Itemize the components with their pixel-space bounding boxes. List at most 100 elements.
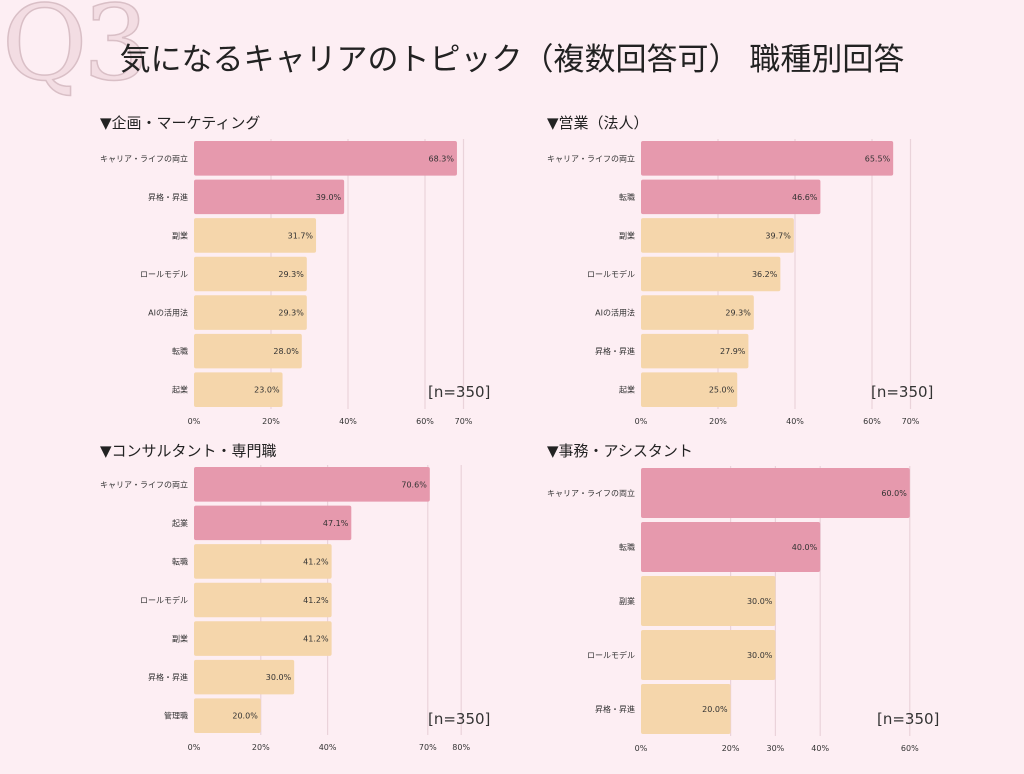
value-label: 29.3% (278, 309, 304, 318)
category-label: 副業 (619, 596, 635, 606)
bar (194, 333, 302, 369)
bar (641, 630, 776, 680)
value-label: 40.0% (792, 543, 818, 552)
x-tick-label: 40% (339, 417, 357, 426)
category-label: 転職 (172, 347, 188, 356)
bar (194, 582, 332, 618)
x-tick-label: 60% (416, 417, 434, 426)
bar (194, 218, 317, 253)
category-label: 起業 (172, 518, 188, 528)
q3-watermark: Q3 (1, 0, 150, 105)
page-title: 気になるキャリアのトピック（複数回答可） 職種別回答 (119, 42, 905, 78)
category-label: 起業 (619, 385, 635, 395)
value-label: 47.1% (323, 519, 349, 528)
bar (641, 256, 781, 292)
bar (641, 468, 910, 518)
x-tick-label: 20% (262, 417, 280, 426)
chart-panel-consultant-specialist: ▼コンサルタント・専門職 0% 20% 40% 70% 80% キャリア・ライフの両立 70… (92, 440, 562, 770)
category-label: ロールモデル (587, 269, 635, 279)
category-label: 副業 (619, 230, 635, 240)
value-label: 30.0% (266, 673, 292, 682)
bar (194, 544, 332, 579)
category-label: キャリア・ライフの両立 (547, 153, 635, 163)
bar (194, 179, 345, 215)
x-tick-label: 30% (767, 744, 785, 753)
x-tick-label: 0% (635, 417, 648, 426)
x-tick-label: 0% (635, 744, 648, 753)
category-label: 副業 (172, 230, 188, 240)
bar (194, 505, 352, 541)
value-label: 30.0% (747, 651, 773, 660)
x-tick-label: 70% (455, 417, 473, 426)
bar (194, 659, 295, 695)
value-label: 36.2% (752, 270, 778, 279)
value-label: 41.2% (303, 635, 329, 644)
value-label: 39.7% (765, 231, 791, 240)
bar (641, 179, 821, 215)
value-label: 25.0% (709, 386, 735, 395)
category-label: キャリア・ライフの両立 (547, 488, 635, 498)
category-label: 昇格・昇進 (595, 346, 635, 356)
x-tick-label: 0% (188, 417, 201, 426)
bar (194, 372, 283, 407)
value-label: 65.5% (865, 154, 891, 163)
bar (194, 256, 307, 292)
category-label: ロールモデル (587, 650, 635, 660)
bar-chart: 0% 20% 30% 40% 60% キャリア・ライフの両立 60.0% 転職 40.0% 副業 3… (547, 466, 919, 753)
category-label: 管理職 (164, 711, 188, 721)
value-label: 23.0% (254, 386, 280, 395)
category-label: 転職 (619, 543, 635, 552)
category-label: ロールモデル (140, 269, 188, 279)
x-tick-label: 40% (319, 743, 337, 752)
x-tick-label: 40% (811, 744, 829, 753)
x-tick-label: 20% (722, 744, 740, 753)
value-label: 29.3% (278, 270, 304, 279)
value-label: 46.6% (792, 193, 818, 202)
category-label: キャリア・ライフの両立 (100, 153, 188, 163)
x-tick-label: 20% (252, 743, 270, 752)
value-label: 27.9% (720, 347, 746, 356)
value-label: 28.0% (273, 347, 299, 356)
category-label: 転職 (619, 193, 635, 202)
chart-panel-office-assistant: ▼事務・アシスタント 0% 20% 30% 40% 60% キャリア・ライフの両立 60.0… (539, 440, 1009, 770)
sample-size-note: [n=350] (428, 383, 491, 401)
value-label: 70.6% (401, 480, 427, 489)
chart-title: ▼コンサルタント・専門職 (100, 442, 277, 460)
bar-chart: 0% 20% 40% 60% 70% キャリア・ライフの両立 65.5% 転職 46.6% 副業 3… (547, 139, 920, 426)
bar-chart: 0% 20% 40% 70% 80% キャリア・ライフの両立 70.6% 起業 47.1% 転職 4… (100, 465, 470, 752)
bar (641, 684, 731, 734)
chart-title: ▼営業（法人） (547, 114, 649, 132)
category-label: 昇格・昇進 (595, 704, 635, 714)
value-label: 20.0% (232, 712, 258, 721)
category-label: ロールモデル (140, 595, 188, 605)
value-label: 39.0% (316, 193, 342, 202)
x-tick-label: 70% (902, 417, 920, 426)
value-label: 31.7% (288, 231, 314, 240)
value-label: 41.2% (303, 596, 329, 605)
category-label: AIの活用法 (148, 308, 188, 318)
value-label: 29.3% (725, 309, 751, 318)
bar-chart: 0% 20% 40% 60% 70% キャリア・ライフの両立 68.3% 昇格・昇進 39.0%… (100, 139, 473, 426)
x-tick-label: 80% (452, 743, 470, 752)
category-label: 昇格・昇進 (148, 672, 188, 682)
bar (194, 141, 457, 176)
sample-size-note: [n=350] (428, 710, 491, 728)
x-tick-label: 0% (188, 743, 201, 752)
x-tick-label: 60% (901, 744, 919, 753)
value-label: 41.2% (303, 557, 329, 566)
bar (641, 522, 821, 572)
chart-title: ▼企画・マーケティング (100, 114, 261, 132)
bar (194, 621, 332, 656)
category-label: 起業 (172, 385, 188, 395)
value-label: 20.0% (702, 705, 728, 714)
category-label: 副業 (172, 634, 188, 644)
value-label: 60.0% (881, 489, 907, 498)
value-label: 68.3% (429, 154, 455, 163)
value-label: 30.0% (747, 597, 773, 606)
bar (194, 295, 307, 330)
bar (641, 333, 749, 369)
category-label: AIの活用法 (595, 308, 635, 318)
bar (194, 467, 430, 502)
x-tick-label: 60% (863, 417, 881, 426)
bar (641, 218, 794, 253)
